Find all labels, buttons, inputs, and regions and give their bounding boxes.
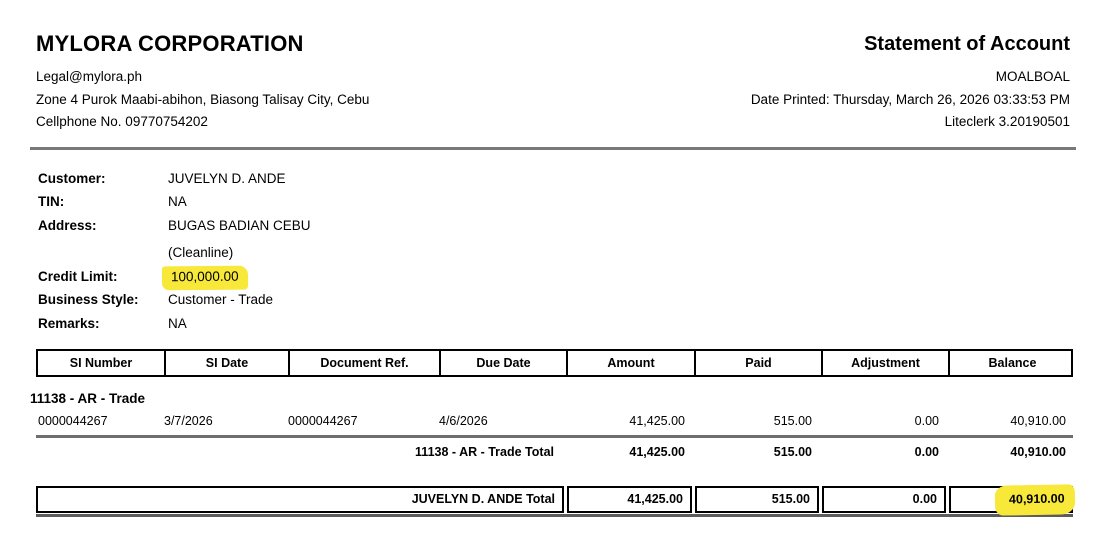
cell-document-ref: 0000044267	[288, 414, 358, 428]
grand-total-paid: 515.00	[695, 486, 819, 513]
report-bottom-divider	[36, 514, 1073, 517]
table-header-row: SI Number SI Date Document Ref. Due Date…	[36, 349, 1073, 377]
remarks-value: NA	[168, 315, 187, 331]
company-name: MYLORA CORPORATION	[36, 31, 304, 56]
cell-amount: 41,425.00	[629, 414, 685, 428]
remarks-label: Remarks:	[38, 315, 100, 331]
date-printed: Date Printed: Thursday, March 26, 2026 0…	[750, 91, 1070, 107]
cell-si-number: 0000044267	[38, 414, 108, 428]
letterhead: MYLORA CORPORATION Legal@mylora.ph Zone …	[0, 0, 1108, 134]
cell-adjustment: 0.00	[914, 414, 939, 428]
address-label: Address:	[38, 217, 97, 233]
col-header-amount: Amount	[566, 351, 694, 375]
grand-total-adjustment: 0.00	[822, 486, 946, 513]
group-total-label: 11138 - AR - Trade Total	[415, 445, 554, 459]
address-label-2	[38, 245, 168, 262]
group-total-adjustment: 0.00	[914, 445, 939, 459]
report-title: Statement of Account	[864, 33, 1070, 55]
address-row-2: (Cleanline)	[38, 245, 1108, 262]
company-email: Legal@mylora.ph	[36, 69, 143, 84]
customer-row: Customer: JUVELYN D. ANDE	[38, 171, 1108, 188]
business-style-value: Customer - Trade	[168, 292, 274, 307]
grand-total-row: JUVELYN D. ANDE Total 41,425.00 515.00 0…	[36, 484, 1076, 516]
customer-label: Customer:	[38, 170, 106, 186]
credit-limit-value-highlighted: 100,000.00	[161, 265, 248, 290]
group-total-balance: 40,910.00	[1010, 445, 1066, 459]
business-style-row: Business Style: Customer - Trade	[38, 292, 1108, 309]
business-style-label: Business Style:	[38, 292, 139, 307]
group-total-amount: 41,425.00	[629, 445, 685, 459]
statement-table: SI Number SI Date Document Ref. Due Date…	[30, 349, 1076, 517]
address-row: Address: BUGAS BADIAN CEBU	[38, 218, 1108, 235]
cell-due-date: 4/6/2026	[439, 414, 488, 428]
cell-paid: 515.00	[773, 414, 812, 428]
col-header-si-number: SI Number	[69, 356, 133, 370]
credit-limit-label: Credit Limit:	[38, 268, 118, 284]
tin-row: TIN: NA	[38, 194, 1108, 211]
address-value-2: (Cleanline)	[168, 245, 234, 260]
company-info-block: MYLORA CORPORATION Legal@mylora.ph Zone …	[36, 31, 369, 134]
grand-total-balance-highlighted: 40,910.00	[995, 484, 1076, 516]
company-phone: Cellphone No. 09770754202	[36, 114, 208, 129]
report-info-block: Statement of Account MOALBOAL Date Print…	[751, 31, 1070, 134]
col-header-due-date: Due Date	[439, 351, 566, 375]
credit-limit-row: Credit Limit: 100,000.00	[38, 265, 1108, 290]
col-header-adjustment: Adjustment	[821, 351, 948, 375]
group-total-row: 11138 - AR - Trade Total 41,425.00 515.0…	[36, 444, 1073, 461]
letterhead-divider	[30, 146, 1076, 150]
company-address: Zone 4 Purok Maabi-abihon, Biasong Talis…	[36, 91, 370, 107]
tin-value: NA	[168, 194, 187, 209]
grand-total-balance-box: 40,910.00	[949, 484, 1076, 516]
remarks-row: Remarks: NA	[38, 316, 1108, 333]
table-row: 0000044267 3/7/2026 0000044267 4/6/2026 …	[36, 413, 1073, 429]
col-header-paid: Paid	[694, 351, 821, 375]
customer-value: JUVELYN D. ANDE	[168, 170, 286, 186]
col-header-balance: Balance	[948, 351, 1075, 375]
software-version: Liteclerk 3.20190501	[944, 114, 1070, 129]
col-header-document-ref: Document Ref.	[288, 351, 439, 375]
group-total-paid: 515.00	[773, 445, 812, 459]
cell-balance: 40,910.00	[1010, 414, 1066, 428]
grand-total-label: JUVELYN D. ANDE Total	[36, 486, 564, 513]
address-value: BUGAS BADIAN CEBU	[168, 217, 311, 233]
customer-info-section: Customer: JUVELYN D. ANDE TIN: NA Addres…	[38, 171, 1108, 333]
tin-label: TIN:	[38, 194, 65, 209]
col-header-si-date: SI Date	[164, 351, 288, 375]
group-total-divider	[36, 435, 1073, 438]
account-group-header: 11138 - AR - Trade	[30, 391, 146, 406]
branch-name: MOALBOAL	[995, 69, 1070, 84]
grand-total-amount: 41,425.00	[567, 486, 692, 513]
cell-si-date: 3/7/2026	[164, 414, 213, 428]
